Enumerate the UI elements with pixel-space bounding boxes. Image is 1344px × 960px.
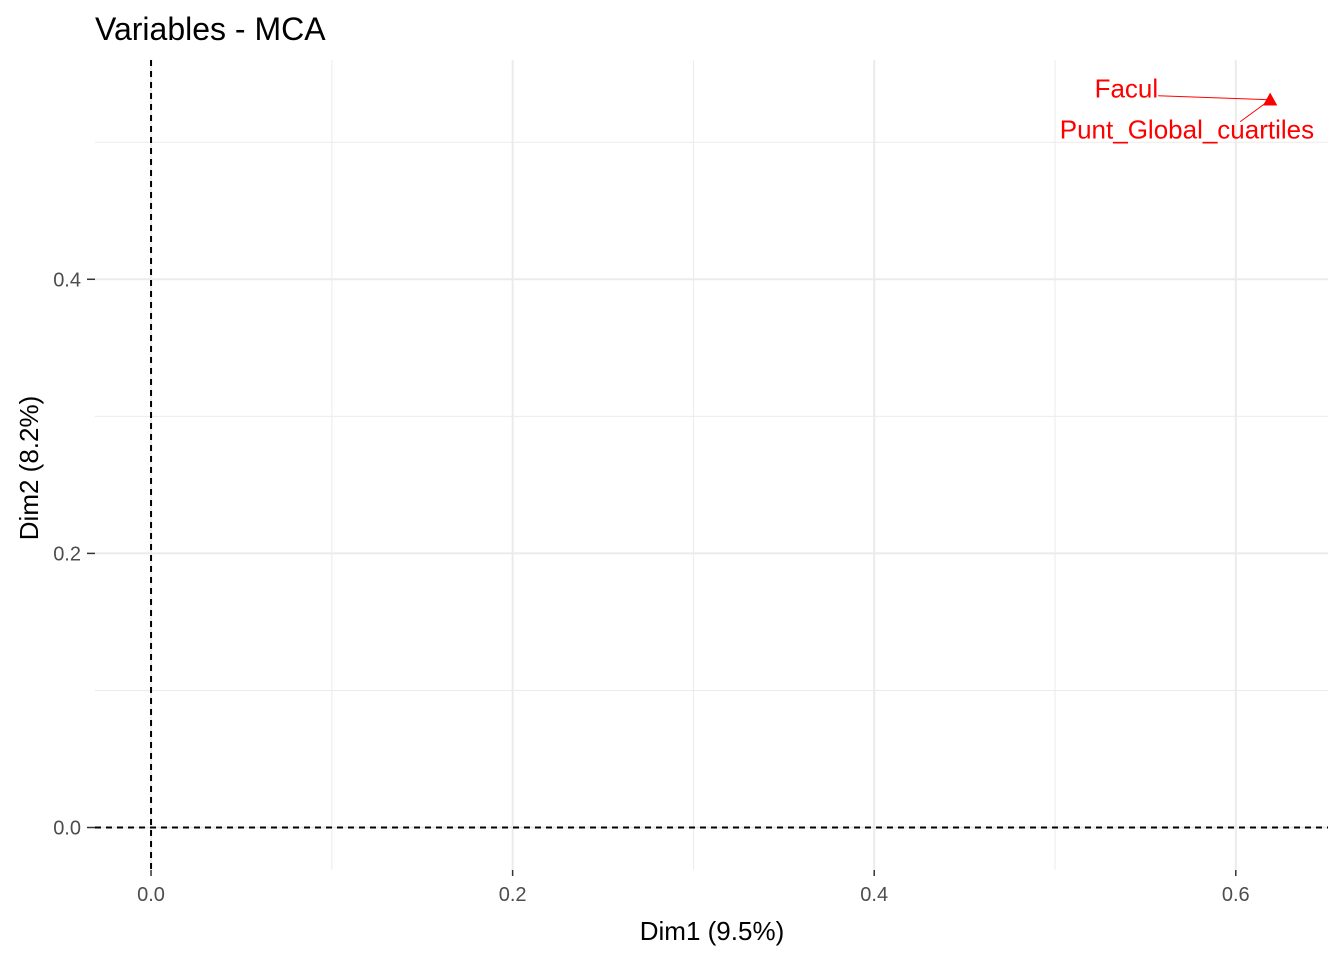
triangle-marker — [1263, 92, 1278, 106]
x-tick-label: 0.0 — [137, 884, 165, 906]
chart-title: Variables - MCA — [95, 11, 326, 47]
axes: 0.0 0.2 0.4 0.6 0.0 0.2 0.4 — [53, 269, 1250, 906]
grid — [95, 60, 1328, 870]
point-label: Punt_Global_cuartiles — [1060, 115, 1314, 145]
y-tick-label: 0.0 — [53, 818, 81, 840]
reference-lines — [95, 60, 1328, 870]
y-axis-title: Dim2 (8.2%) — [14, 396, 44, 540]
data-points: Facul Punt_Global_cuartiles — [1060, 74, 1314, 145]
x-tick-label: 0.6 — [1222, 884, 1250, 906]
label-connector — [1158, 95, 1271, 101]
y-tick-label: 0.4 — [53, 269, 81, 291]
y-tick-label: 0.2 — [53, 543, 81, 565]
x-axis-title: Dim1 (9.5%) — [640, 916, 784, 946]
point-label: Facul — [1095, 74, 1159, 104]
x-tick-label: 0.4 — [860, 884, 888, 906]
x-tick-label: 0.2 — [499, 884, 527, 906]
